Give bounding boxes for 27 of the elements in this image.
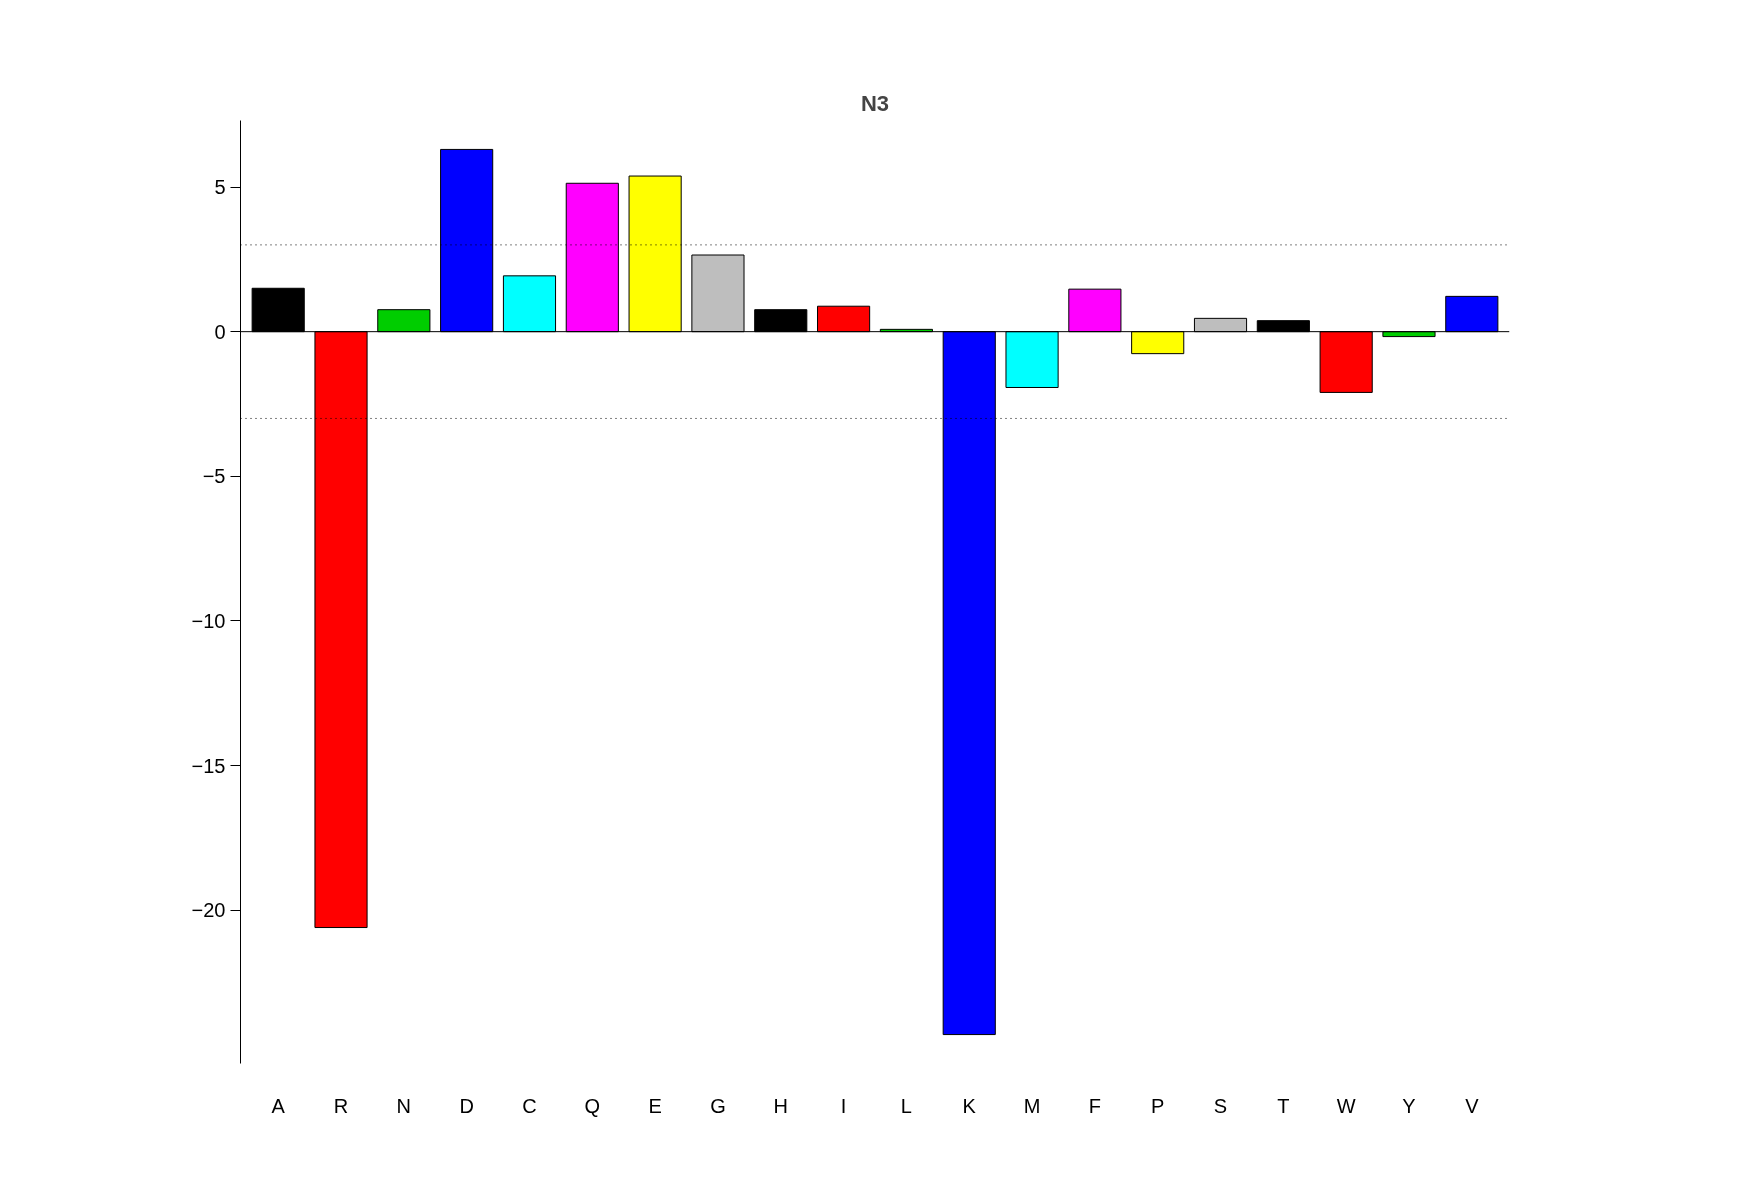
x-tick-label: E	[648, 1094, 662, 1117]
x-tick-label: K	[962, 1094, 977, 1117]
x-tick-label: F	[1088, 1094, 1101, 1117]
y-tick-label: −5	[202, 465, 226, 488]
x-tick-label: R	[333, 1094, 349, 1117]
y-tick-label: −10	[191, 609, 226, 632]
x-tick-label: A	[271, 1094, 286, 1117]
x-tick-label: G	[710, 1094, 726, 1117]
chart-title: N3	[860, 90, 890, 116]
x-tick-label: I	[840, 1094, 847, 1117]
x-tick-label: W	[1336, 1094, 1356, 1117]
x-tick-label: Y	[1402, 1094, 1416, 1117]
x-tick-label: Q	[584, 1094, 601, 1117]
y-tick-label: −15	[191, 754, 226, 777]
x-tick-label: L	[900, 1094, 912, 1117]
y-tick-label: 5	[214, 176, 226, 199]
x-tick-label: S	[1213, 1094, 1228, 1117]
x-tick-label: M	[1023, 1094, 1041, 1117]
x-tick-label: N	[396, 1094, 412, 1117]
x-tick-label: P	[1151, 1094, 1165, 1117]
y-tick-label: −20	[191, 899, 226, 922]
x-tick-label: C	[522, 1094, 537, 1117]
x-tick-label: D	[459, 1094, 474, 1117]
x-tick-label: H	[773, 1094, 788, 1117]
x-tick-label: V	[1465, 1094, 1480, 1117]
y-tick-label: 0	[214, 320, 226, 343]
x-tick-label: T	[1277, 1094, 1290, 1117]
